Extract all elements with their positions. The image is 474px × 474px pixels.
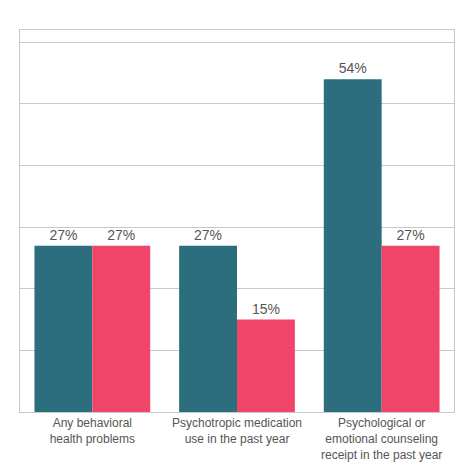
svg-text:Psychological oremotional coun: Psychological oremotional counselingrece… bbox=[321, 416, 442, 461]
svg-text:54%: 54% bbox=[339, 60, 367, 76]
svg-text:15%: 15% bbox=[252, 301, 280, 317]
svg-text:27%: 27% bbox=[49, 227, 77, 243]
svg-text:27%: 27% bbox=[397, 227, 425, 243]
svg-text:27%: 27% bbox=[107, 227, 135, 243]
svg-text:27%: 27% bbox=[194, 227, 222, 243]
svg-text:Psychotropic medicationuse in: Psychotropic medicationuse in the past y… bbox=[172, 416, 302, 446]
svg-text:Any behavioralhealth problems: Any behavioralhealth problems bbox=[50, 416, 135, 446]
